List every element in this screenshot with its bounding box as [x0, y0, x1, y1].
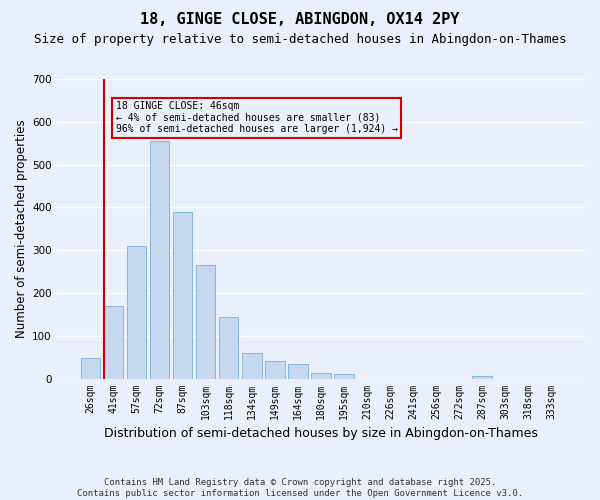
Bar	[242, 353, 262, 378]
Text: 18 GINGE CLOSE: 46sqm
← 4% of semi-detached houses are smaller (83)
96% of semi-: 18 GINGE CLOSE: 46sqm ← 4% of semi-detac…	[116, 102, 398, 134]
Bar	[288, 364, 308, 378]
Bar	[150, 141, 169, 378]
Bar	[173, 212, 193, 378]
Text: 18, GINGE CLOSE, ABINGDON, OX14 2PY: 18, GINGE CLOSE, ABINGDON, OX14 2PY	[140, 12, 460, 28]
Bar	[80, 358, 100, 378]
Bar	[104, 306, 123, 378]
X-axis label: Distribution of semi-detached houses by size in Abingdon-on-Thames: Distribution of semi-detached houses by …	[104, 427, 538, 440]
Bar	[311, 374, 331, 378]
Bar	[334, 374, 353, 378]
Bar	[219, 316, 238, 378]
Bar	[127, 246, 146, 378]
Bar	[472, 376, 492, 378]
Text: Contains HM Land Registry data © Crown copyright and database right 2025.
Contai: Contains HM Land Registry data © Crown c…	[77, 478, 523, 498]
Bar	[265, 362, 284, 378]
Bar	[196, 265, 215, 378]
Y-axis label: Number of semi-detached properties: Number of semi-detached properties	[15, 120, 28, 338]
Text: Size of property relative to semi-detached houses in Abingdon-on-Thames: Size of property relative to semi-detach…	[34, 32, 566, 46]
